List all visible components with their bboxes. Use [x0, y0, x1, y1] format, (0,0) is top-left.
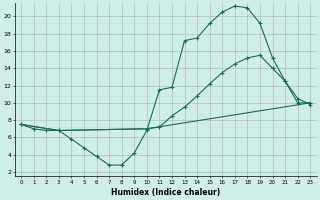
X-axis label: Humidex (Indice chaleur): Humidex (Indice chaleur): [111, 188, 220, 197]
